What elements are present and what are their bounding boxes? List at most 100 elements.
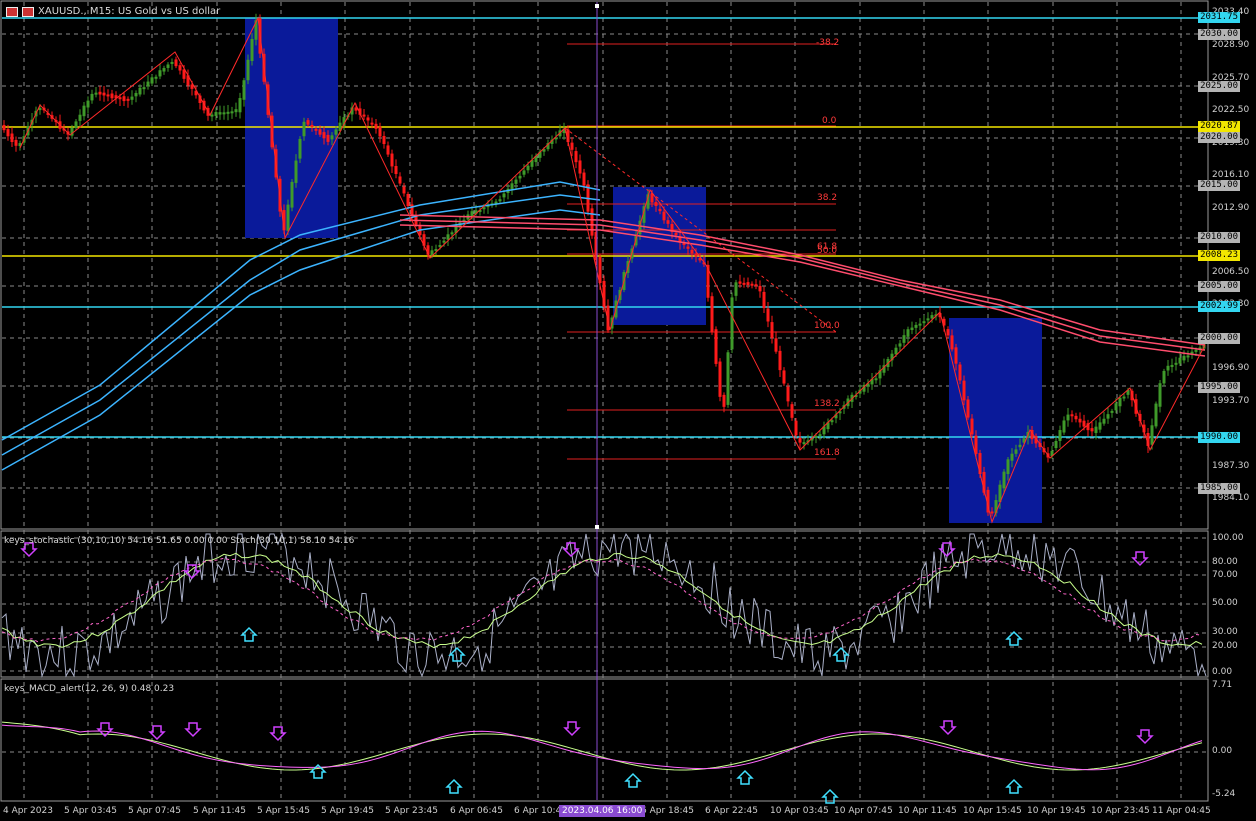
- candle-body: [918, 323, 922, 326]
- candle-body: [18, 143, 22, 147]
- candle-body: [362, 114, 366, 117]
- candle-body: [1010, 453, 1014, 461]
- moving-average-line: [399, 224, 1206, 357]
- candle-body: [254, 20, 258, 40]
- candle-body: [150, 77, 154, 84]
- main-pane-border: [0, 0, 1209, 530]
- price-level-label: 1995.00: [1198, 382, 1240, 393]
- stoch-tick: 20.00: [1212, 641, 1238, 651]
- buy-arrow-icon: [448, 646, 466, 662]
- stoch-tick: 70.00: [1212, 570, 1238, 580]
- macd-pane-border: [0, 678, 1209, 802]
- candle-body: [890, 353, 894, 361]
- candle-body: [782, 370, 786, 384]
- time-label: 4 Apr 2023: [3, 806, 53, 816]
- candle-body: [1074, 415, 1078, 420]
- stochastic-label: keys_stochastic (30,10,10) 54.16 51.65 0…: [4, 536, 355, 546]
- candle-body: [474, 210, 478, 214]
- candle-body: [182, 69, 186, 79]
- crosshair-time-label: 2023.04.06 16:00: [559, 805, 646, 817]
- sell-arrow-icon: [183, 564, 201, 580]
- price-level-label: 2015.00: [1198, 180, 1240, 191]
- candle-body: [242, 80, 246, 100]
- candle-body: [118, 97, 122, 100]
- candle-body: [998, 484, 1002, 502]
- candle-body: [350, 107, 354, 115]
- candle-body: [790, 404, 794, 418]
- candle-body: [1086, 423, 1090, 431]
- candle-body: [126, 98, 130, 101]
- stochastic-pane-border: [0, 530, 1209, 678]
- candle-body: [1166, 365, 1170, 371]
- candle-body: [602, 280, 606, 308]
- stoch-tick: 30.00: [1212, 627, 1238, 637]
- candle-body: [986, 489, 990, 513]
- stochastic-signal-line: [1, 552, 1203, 649]
- candle-body: [170, 61, 174, 64]
- sell-arrow-icon: [563, 721, 581, 737]
- candle-body: [190, 84, 194, 89]
- candle-body: [1186, 355, 1190, 358]
- candle-body: [1114, 403, 1118, 411]
- candle-body: [1198, 347, 1202, 350]
- price-level-label: 1985.00: [1198, 483, 1240, 494]
- candle-body: [1066, 414, 1070, 421]
- candle-body: [450, 232, 454, 235]
- sell-arrow-icon: [269, 726, 287, 742]
- candle-body: [1054, 440, 1058, 449]
- price-tick: 2006.50: [1212, 267, 1250, 277]
- candle-body: [982, 471, 986, 493]
- time-label: 5 Apr 11:45: [193, 806, 246, 816]
- candle-body: [334, 129, 338, 135]
- candle-body: [722, 394, 726, 407]
- candle-body: [326, 134, 330, 142]
- candle-body: [898, 343, 902, 347]
- candle-body: [226, 111, 230, 114]
- candle-body: [926, 318, 930, 321]
- moving-average-line: [1, 181, 601, 441]
- candle-body: [194, 90, 198, 96]
- candle-body: [550, 139, 554, 144]
- candle-body: [1150, 425, 1154, 445]
- candle-body: [14, 139, 18, 146]
- candle-body: [994, 500, 998, 514]
- candle-body: [222, 112, 226, 115]
- candle-body: [478, 209, 482, 212]
- price-tick: 2028.90: [1212, 40, 1250, 50]
- stoch-tick: 100.00: [1212, 533, 1244, 543]
- candle-body: [306, 120, 310, 125]
- sell-arrow-icon: [562, 542, 580, 558]
- time-label: 11 Apr 04:45: [1152, 806, 1211, 816]
- candle-body: [686, 246, 690, 249]
- candle-body: [134, 93, 138, 97]
- candle-body: [470, 211, 474, 217]
- candle-body: [6, 129, 10, 137]
- time-label: 5 Apr 19:45: [321, 806, 374, 816]
- candle-body: [642, 206, 646, 223]
- candle-body: [770, 322, 774, 338]
- price-level-label: 2020.87: [1198, 121, 1240, 132]
- candle-body: [298, 138, 302, 159]
- time-label: 5 Apr 15:45: [257, 806, 310, 816]
- time-label: 6 Apr 06:45: [450, 806, 503, 816]
- candle-body: [1090, 428, 1094, 432]
- buy-arrow-icon: [309, 763, 327, 779]
- candle-body: [410, 204, 414, 216]
- candle-body: [438, 244, 442, 247]
- candle-body: [930, 315, 934, 319]
- time-label: 10 Apr 11:45: [898, 806, 957, 816]
- candle-body: [382, 135, 386, 145]
- candle-body: [658, 208, 662, 212]
- candle-body: [1194, 349, 1198, 352]
- price-tick: 2019.30: [1212, 138, 1250, 148]
- price-level-label: 2000.00: [1198, 333, 1240, 344]
- buy-arrow-icon: [1005, 778, 1023, 794]
- candle-body: [774, 338, 778, 352]
- candle-body: [534, 155, 538, 163]
- candle-body: [690, 249, 694, 254]
- candle-body: [1094, 426, 1098, 433]
- sell-arrow-icon: [939, 720, 957, 736]
- candle-body: [894, 347, 898, 355]
- candle-body: [562, 128, 566, 134]
